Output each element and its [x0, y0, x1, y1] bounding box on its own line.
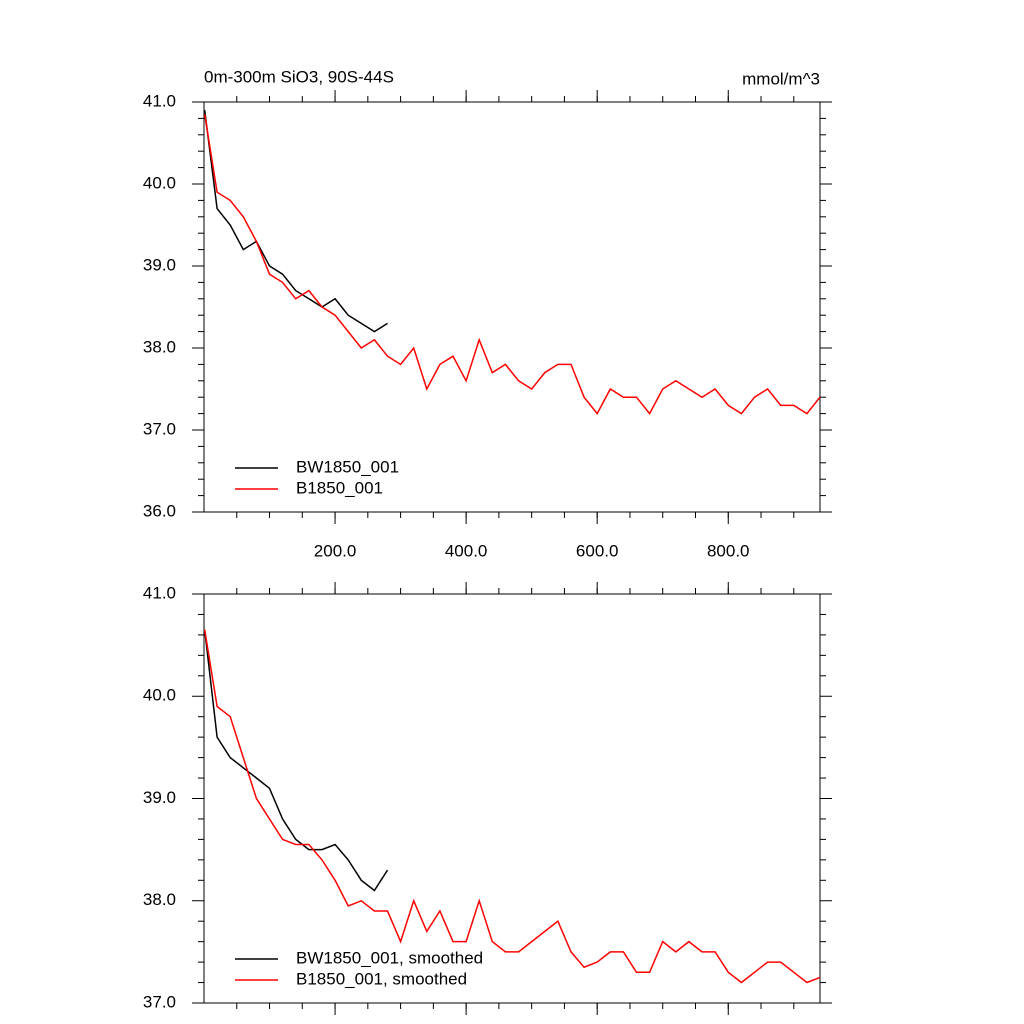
plot-frame — [203, 593, 821, 1004]
y-tick-label: 38.0 — [143, 337, 176, 356]
x-tick-label: 400.0 — [445, 541, 488, 560]
legend-label: BW1850_001 — [296, 457, 399, 476]
chart-title: 0m-300m SiO3, 90S-44S — [204, 67, 394, 86]
y-tick-label: 37.0 — [143, 419, 176, 438]
y-tick-label: 39.0 — [143, 788, 176, 807]
y-tick-label: 38.0 — [143, 890, 176, 909]
series-line — [203, 629, 389, 892]
legend-label: B1850_001, smoothed — [296, 969, 467, 988]
series-line — [203, 110, 388, 333]
plot-frame — [203, 101, 821, 513]
units-label: mmol/m^3 — [742, 69, 820, 88]
legend-label: B1850_001 — [296, 478, 383, 497]
x-tick-label: 600.0 — [576, 541, 619, 560]
y-tick-label: 40.0 — [143, 173, 176, 192]
y-tick-label: 37.0 — [143, 992, 176, 1011]
series-line — [203, 629, 821, 984]
x-tick-label: 200.0 — [314, 541, 357, 560]
y-tick-label: 41.0 — [143, 91, 176, 110]
y-tick-label: 36.0 — [143, 501, 176, 520]
legend-label: BW1850_001, smoothed — [296, 948, 483, 967]
y-tick-label: 39.0 — [143, 255, 176, 274]
x-tick-label: 800.0 — [707, 541, 750, 560]
y-tick-label: 40.0 — [143, 686, 176, 705]
y-tick-label: 41.0 — [143, 583, 176, 602]
series-line — [203, 114, 821, 415]
